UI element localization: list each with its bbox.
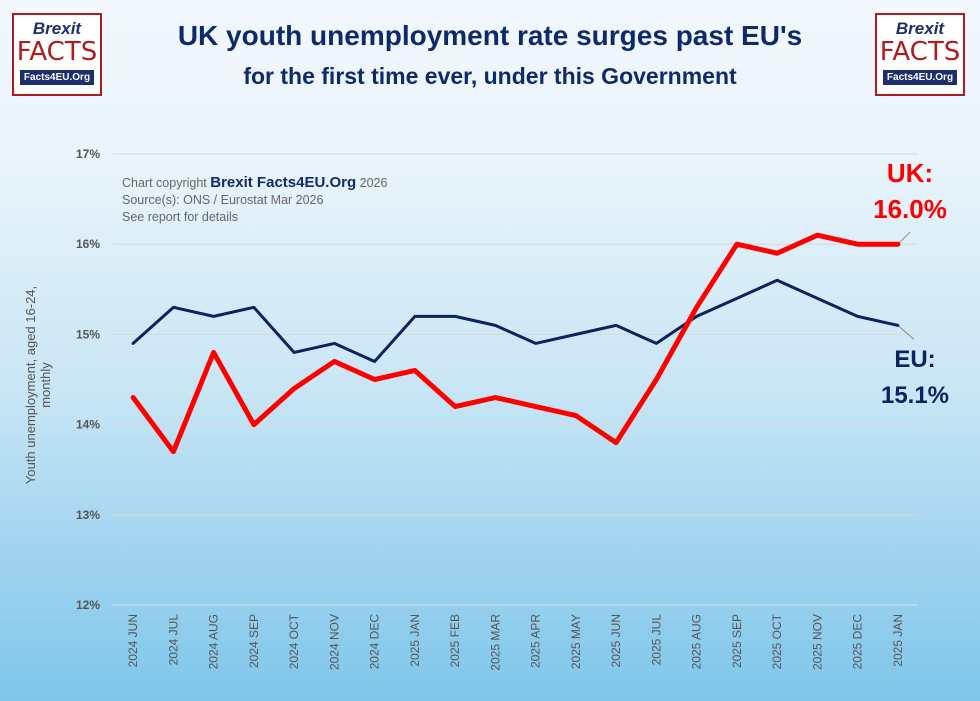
y-tick-label: 13%: [76, 508, 100, 522]
eu-data-point: [374, 360, 376, 362]
uk-data-point: [172, 451, 174, 453]
logo-text: Brexit: [895, 19, 945, 38]
eu-data-point: [776, 279, 778, 281]
eu-data-point: [696, 315, 698, 317]
eu-annotation: EU: 15.1%: [875, 342, 955, 414]
uk-data-point: [374, 379, 376, 380]
eu-data-point: [132, 342, 134, 344]
copyright-year: 2026: [359, 176, 388, 190]
eu-data-point: [535, 342, 537, 344]
x-tick-label: 2024 OCT: [287, 613, 301, 669]
y-tick-label: 12%: [76, 598, 100, 612]
x-tick-label: 2025 AUG: [690, 614, 704, 669]
eu-data-point: [575, 333, 577, 335]
copyright-prefix: Chart copyright: [122, 176, 207, 190]
eu-data-point: [494, 324, 496, 326]
x-tick-label: 2025 JUL: [649, 614, 663, 666]
uk-data-point: [696, 306, 698, 308]
chart-title: UK youth unemployment rate surges past E…: [177, 20, 803, 51]
uk-data-point: [655, 379, 657, 380]
logo-text: Facts4EU.Org: [883, 70, 957, 85]
chart-subtitle: for the first time ever, under this Gove…: [243, 63, 737, 89]
uk-data-point: [293, 388, 295, 390]
x-tick-label: 2025 APR: [529, 614, 543, 668]
logo-text: Facts4EU.Org: [20, 70, 94, 85]
copyright-note: Chart copyright Brexit Facts4EU.Org 2026…: [122, 174, 387, 226]
brexit-facts-logo-right: Brexit FACTS Facts4EU.Org: [875, 13, 965, 96]
eu-value: 15.1%: [880, 382, 950, 409]
x-tick-label: 2024 SEP: [247, 614, 261, 668]
report-note: See report for details: [122, 210, 239, 224]
x-tick-label: 2025 NOV: [810, 614, 824, 670]
eu-data-point: [333, 342, 335, 344]
uk-value: 16.0%: [873, 194, 947, 224]
x-tick-label: 2025 MAY: [569, 614, 583, 669]
logo-text: Brexit: [32, 19, 82, 38]
brexit-facts-logo-left: Brexit FACTS Facts4EU.Org: [12, 13, 102, 96]
x-tick-label: 2025 JUN: [609, 614, 623, 667]
uk-series-line: [130, 232, 901, 455]
y-tick-label: 14%: [76, 418, 100, 432]
eu-data-point: [213, 315, 215, 317]
logo-text: FACTS: [879, 37, 961, 67]
uk-annotation: UK: 16.0%: [870, 155, 950, 227]
y-axis-label: Youth unemployment, aged 16-24, monthly: [23, 285, 53, 485]
eu-data-point: [253, 306, 255, 308]
uk-data-point: [535, 406, 537, 408]
x-tick-label: 2025 FEB: [448, 614, 462, 667]
uk-data-point: [776, 252, 778, 254]
uk-data-point: [897, 243, 899, 245]
x-tick-label: 2025 DEC: [851, 614, 865, 670]
eu-data-point: [857, 315, 859, 317]
uk-data-point: [736, 243, 738, 245]
x-tick-label: 2025 MAR: [488, 614, 502, 671]
eu-data-point: [414, 315, 416, 317]
eu-data-point: [897, 324, 899, 326]
x-tick-label: 2024 DEC: [368, 614, 382, 670]
eu-data-point: [293, 351, 295, 353]
eu-leader-line: [897, 325, 915, 340]
uk-leader-line: [897, 231, 911, 245]
x-tick-label: 2025 JAN: [408, 614, 422, 667]
x-tick-label: 2024 NOV: [327, 614, 341, 670]
uk-data-point: [454, 406, 456, 408]
uk-data-point: [414, 369, 416, 371]
x-tick-label: 2025 JAN: [891, 614, 905, 667]
x-tick-label: 2024 AUG: [207, 614, 221, 669]
x-tick-label: 2025 SEP: [730, 614, 744, 668]
y-tick-label: 17%: [76, 147, 100, 161]
uk-data-point: [253, 424, 255, 426]
uk-data-point: [333, 360, 335, 362]
eu-data-point: [655, 342, 657, 344]
uk-data-point: [494, 397, 496, 399]
x-tick-label: 2024 JUN: [126, 614, 140, 667]
eu-label: EU:: [894, 346, 936, 373]
y-tick-label: 15%: [76, 327, 100, 341]
copyright-brand: Brexit Facts4EU.Org: [210, 174, 357, 191]
source-text: Source(s): ONS / Eurostat Mar 2026: [122, 193, 324, 207]
uk-data-point: [857, 243, 859, 245]
uk-data-point: [213, 351, 215, 353]
uk-label: UK:: [886, 158, 934, 188]
uk-data-point: [816, 234, 818, 236]
y-tick-label: 16%: [76, 237, 100, 251]
uk-data-point: [132, 397, 134, 399]
x-tick-label: 2024 JUL: [166, 614, 180, 666]
eu-data-point: [615, 324, 617, 326]
eu-data-point: [454, 315, 456, 317]
eu-data-point: [816, 297, 818, 299]
logo-text: FACTS: [16, 37, 98, 67]
uk-data-point: [575, 415, 577, 417]
eu-data-point: [736, 297, 738, 299]
x-tick-label: 2025 OCT: [770, 613, 784, 669]
uk-data-point: [615, 442, 617, 444]
eu-data-point: [172, 306, 174, 308]
eu-series-line: [131, 278, 900, 363]
